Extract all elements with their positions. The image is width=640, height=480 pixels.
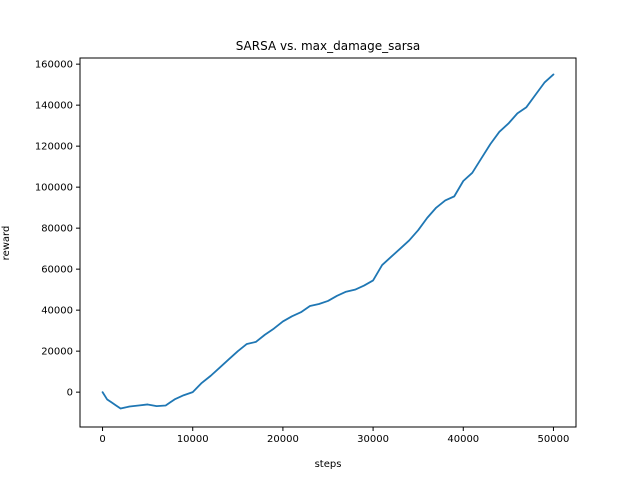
y-tick-label: 60000 [41,265,73,276]
x-tick-label: 10000 [177,434,209,445]
x-tick-label: 40000 [447,434,479,445]
y-axis-title: reward [1,226,12,261]
y-tick-label: 40000 [41,306,73,317]
y-tick-label: 100000 [35,183,73,194]
series-layer [101,73,555,410]
chart-title: SARSA vs. max_damage_sarsa [236,39,421,53]
y-tick-label: 80000 [41,224,73,235]
y-tick-label: 140000 [35,101,73,112]
x-axis-title: steps [315,459,342,470]
y-axis: 0 20000 40000 60000 80000 100000 120000 140000 1… [35,60,80,399]
series-line [101,73,555,410]
x-tick-label: 0 [99,434,105,445]
x-axis: 0 10000 20000 30000 40000 50000 [99,427,569,445]
x-tick-label: 30000 [357,434,389,445]
y-tick-label: 0 [67,388,73,399]
y-tick-label: 120000 [35,142,73,153]
y-tick-label: 20000 [41,347,73,358]
plot-area-frame [79,57,577,428]
x-tick-label: 50000 [538,434,570,445]
y-tick-label: 160000 [35,60,73,71]
x-tick-label: 20000 [267,434,299,445]
